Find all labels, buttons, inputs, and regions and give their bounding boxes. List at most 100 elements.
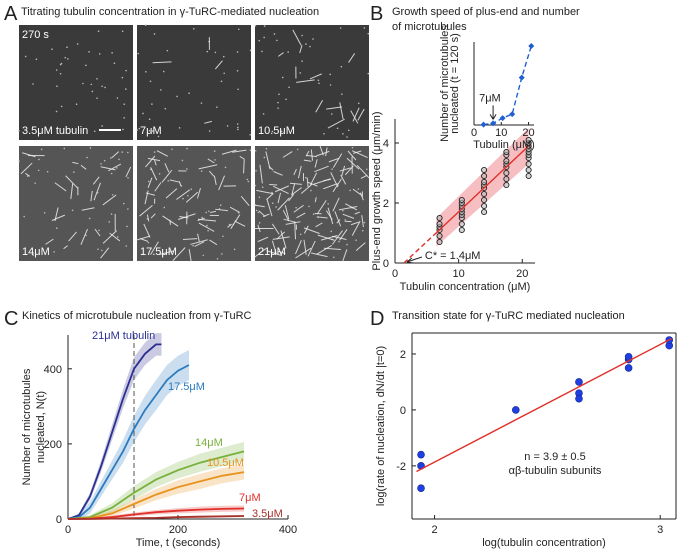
point	[437, 215, 442, 220]
speckle	[188, 92, 190, 94]
series-label: 3.5μM	[252, 508, 283, 520]
speckle	[18, 130, 20, 132]
point	[504, 176, 509, 181]
speckle	[297, 149, 299, 151]
point	[481, 167, 486, 172]
speckle	[346, 244, 348, 246]
speckle	[238, 28, 240, 30]
speckle	[261, 51, 263, 53]
speckle	[209, 130, 211, 132]
point	[481, 203, 486, 208]
time-label: 270 s	[22, 29, 49, 41]
speckle	[60, 64, 62, 66]
speckle	[223, 56, 225, 58]
speckle	[237, 129, 239, 131]
speckle	[145, 24, 147, 26]
speckle	[182, 198, 184, 200]
point	[481, 122, 487, 128]
speckle	[96, 97, 98, 99]
speckle	[329, 74, 331, 76]
speckle	[63, 148, 65, 150]
speckle	[327, 203, 329, 205]
point	[459, 221, 464, 226]
speckle	[341, 93, 343, 95]
speckle	[38, 170, 40, 172]
y-tick-label: 0	[400, 405, 406, 417]
speckle	[104, 160, 106, 162]
speckle	[125, 245, 127, 247]
panel-letter: D	[370, 308, 384, 330]
image-label: 21μM	[258, 246, 286, 258]
speckle	[342, 210, 344, 212]
point	[504, 158, 509, 163]
speckle	[159, 173, 161, 175]
speckle	[227, 125, 229, 127]
speckle	[160, 89, 162, 91]
speckle	[282, 77, 284, 79]
point	[575, 395, 582, 402]
y-tick-label: 2	[383, 198, 389, 210]
point	[459, 197, 464, 202]
speckle	[234, 249, 236, 251]
speckle	[44, 212, 46, 214]
speckle	[96, 78, 98, 80]
annotation: n = 3.9 ± 0.5	[524, 451, 585, 463]
x-tick-label: 200	[169, 524, 187, 536]
speckle	[179, 127, 181, 129]
speckle	[90, 147, 92, 149]
image-label: 7μM	[140, 125, 162, 137]
speckle	[117, 236, 119, 238]
series-line	[484, 46, 532, 125]
speckle	[201, 102, 203, 104]
speckle	[111, 52, 113, 54]
y-tick-label: 0	[383, 258, 389, 270]
speckle	[64, 57, 66, 59]
speckle	[342, 133, 344, 135]
speckle	[352, 147, 354, 149]
series-label: 7μM	[239, 492, 261, 504]
speckle	[341, 66, 343, 68]
annotation-arrow	[490, 105, 496, 119]
speckle	[206, 225, 208, 227]
speckle	[201, 217, 203, 219]
speckle	[349, 190, 351, 192]
speckle	[203, 255, 205, 257]
panel-letter: A	[4, 3, 18, 25]
y-tick-label: 4	[383, 138, 389, 150]
speckle	[266, 148, 268, 150]
speckle	[122, 129, 124, 131]
x-tick-label: 20	[516, 268, 528, 280]
speckle	[333, 256, 335, 258]
panel-title: Titrating tubulin concentration in γ-TuR…	[21, 6, 319, 18]
speckle	[148, 181, 150, 183]
speckle	[122, 31, 124, 33]
speckle	[263, 37, 265, 39]
speckle	[125, 88, 127, 90]
speckle	[56, 85, 58, 87]
point	[500, 115, 506, 121]
speckle	[101, 85, 103, 87]
chart-title: Kinetics of microtubule nucleation from …	[22, 310, 252, 322]
point	[481, 209, 486, 214]
series-label: 17.5μM	[168, 381, 205, 393]
speckle	[190, 188, 192, 190]
speckle	[250, 150, 252, 152]
speckle	[126, 226, 128, 228]
micrograph: 7μM	[137, 24, 252, 140]
point	[512, 406, 519, 413]
speckle	[167, 180, 169, 182]
x-tick-label: 10	[495, 127, 507, 139]
x-tick-label: 0	[65, 524, 71, 536]
speckle	[358, 103, 360, 105]
filament	[244, 160, 245, 174]
speckle	[110, 157, 112, 159]
speckle	[164, 108, 166, 110]
micrograph: 21μM	[253, 145, 369, 262]
speckle	[186, 168, 188, 170]
speckle	[330, 231, 332, 233]
speckle	[305, 177, 307, 179]
speckle	[47, 171, 49, 173]
speckle	[118, 159, 120, 161]
speckle	[56, 69, 58, 71]
